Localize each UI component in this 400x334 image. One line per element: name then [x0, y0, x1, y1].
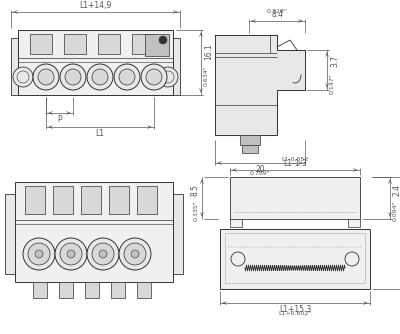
Text: 8.5: 8.5	[190, 184, 199, 196]
Circle shape	[67, 250, 75, 258]
Text: L1+14,9: L1+14,9	[79, 1, 112, 10]
Bar	[137, 186, 157, 214]
Bar	[30, 34, 52, 54]
Polygon shape	[215, 35, 305, 135]
Circle shape	[60, 243, 82, 265]
Circle shape	[55, 238, 87, 270]
Bar	[132, 34, 154, 54]
Text: 2.4: 2.4	[393, 184, 400, 196]
Circle shape	[119, 69, 135, 85]
Bar	[145, 34, 169, 56]
Bar	[111, 282, 125, 298]
Text: 0.147": 0.147"	[330, 73, 335, 94]
Circle shape	[33, 64, 59, 90]
Text: 0.335": 0.335"	[194, 200, 199, 221]
Circle shape	[114, 64, 140, 90]
Circle shape	[146, 69, 162, 85]
Bar	[98, 34, 120, 54]
Bar	[5, 194, 15, 274]
Bar	[230, 177, 360, 219]
Bar	[85, 282, 99, 298]
Text: L1: L1	[96, 129, 104, 138]
Bar	[15, 182, 173, 282]
Bar	[11, 38, 18, 95]
Bar	[59, 282, 73, 298]
Text: 3.7: 3.7	[330, 55, 339, 67]
Bar	[220, 229, 370, 289]
Circle shape	[131, 250, 139, 258]
Bar	[18, 30, 173, 95]
Circle shape	[141, 64, 167, 90]
Bar	[173, 194, 183, 274]
Text: L1-0.052: L1-0.052	[281, 157, 309, 162]
Text: L1+0.602": L1+0.602"	[278, 311, 312, 316]
Text: 8.4: 8.4	[271, 10, 283, 19]
Circle shape	[60, 64, 86, 90]
Bar	[348, 219, 360, 227]
Text: P: P	[57, 115, 62, 124]
Circle shape	[159, 36, 167, 44]
Circle shape	[99, 250, 107, 258]
Bar	[242, 145, 258, 153]
Circle shape	[65, 69, 81, 85]
Circle shape	[35, 250, 43, 258]
Text: 0.329": 0.329"	[266, 9, 288, 14]
Text: 0.634": 0.634"	[204, 65, 209, 86]
Bar	[33, 282, 47, 298]
Circle shape	[87, 238, 119, 270]
Circle shape	[124, 243, 146, 265]
Bar	[64, 34, 86, 54]
Circle shape	[38, 69, 54, 85]
Circle shape	[119, 238, 151, 270]
Text: L1+15.3: L1+15.3	[279, 305, 311, 314]
Bar	[53, 186, 73, 214]
Circle shape	[23, 238, 55, 270]
Bar	[137, 282, 151, 298]
Bar	[240, 135, 260, 145]
Circle shape	[28, 243, 50, 265]
Bar	[25, 186, 45, 214]
Circle shape	[92, 243, 114, 265]
Bar	[109, 186, 129, 214]
Text: L1-1.3: L1-1.3	[283, 159, 307, 168]
Circle shape	[13, 67, 33, 87]
Circle shape	[92, 69, 108, 85]
Text: 0.789": 0.789"	[250, 171, 270, 176]
Bar	[173, 38, 180, 95]
Bar	[81, 186, 101, 214]
Circle shape	[158, 67, 178, 87]
Bar	[230, 219, 242, 227]
Text: 20: 20	[255, 165, 265, 174]
Bar	[225, 233, 365, 283]
Text: 0.094": 0.094"	[393, 200, 398, 221]
Text: 16.1: 16.1	[204, 43, 213, 59]
Circle shape	[87, 64, 113, 90]
